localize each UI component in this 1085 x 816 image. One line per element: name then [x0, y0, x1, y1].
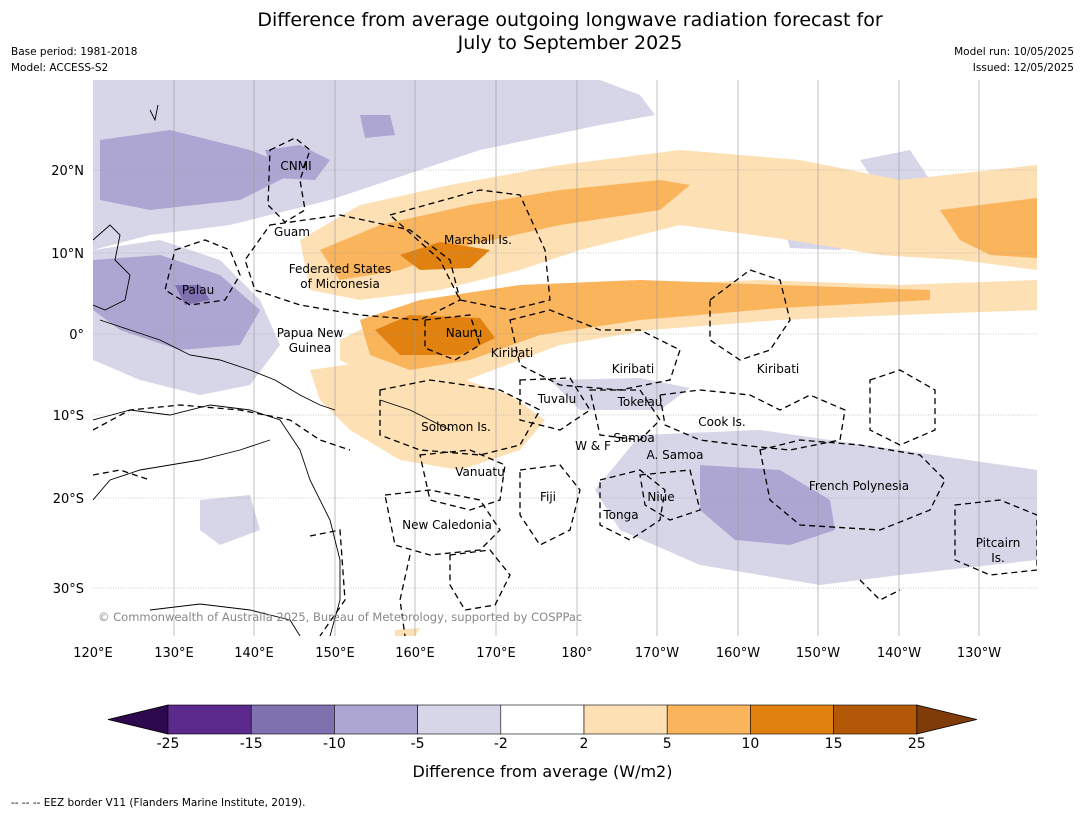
label-png-2: Guinea: [289, 341, 332, 355]
chart-title-line1: Difference from average outgoing longwav…: [257, 9, 883, 31]
negative-anomaly-areas: [93, 80, 1037, 585]
lon-label: 150°W: [796, 646, 840, 661]
lat-label: 0°: [69, 328, 84, 343]
colorbar-segment: [666, 704, 751, 735]
lat-label: 10°N: [51, 247, 84, 262]
label-wf: W & F: [575, 439, 611, 453]
label-cnmi: CNMI: [280, 159, 311, 173]
label-marshall: Marshall Is.: [444, 233, 512, 247]
chart-title-line2: July to September 2025: [457, 32, 683, 54]
label-kiribati-2: Kiribati: [612, 362, 654, 376]
lon-label: 160°W: [716, 646, 760, 661]
colorbar-tick-label: 15: [824, 736, 843, 752]
lon-label: 140°W: [877, 646, 921, 661]
colorbar-segment: [167, 704, 252, 735]
model-run: Model run: 10/05/2025: [954, 46, 1074, 58]
colorbar-extend-low: [107, 704, 169, 735]
lon-label: 120°E: [73, 646, 113, 661]
colorbar-tick-label: 2: [579, 736, 589, 752]
lat-label: 20°N: [51, 164, 84, 179]
label-palau: Palau: [182, 283, 214, 297]
label-fsm-2: of Micronesia: [300, 277, 380, 291]
colorbar-tick-label: 10: [741, 736, 760, 752]
meta-left: Base period: 1981-2018 Model: ACCESS-S2: [11, 44, 137, 76]
label-fiji: Fiji: [540, 490, 556, 504]
label-samoa: Samoa: [613, 431, 654, 445]
lon-label: 130°W: [957, 646, 1001, 661]
map-frame: CNMI Guam Marshall Is. Federated States …: [93, 80, 1037, 636]
label-nauru: Nauru: [446, 326, 482, 340]
label-niue: Niue: [647, 490, 674, 504]
label-kiribati-1: Kiribati: [491, 346, 533, 360]
lat-label: 30°S: [53, 582, 84, 597]
eez-borders: [93, 137, 1037, 636]
latitude-labels: 20°N 10°N 0° 10°S 20°S 30°S: [51, 164, 84, 597]
colorbar-segment: [583, 704, 668, 735]
lon-label: 160°E: [395, 646, 435, 661]
label-cook: Cook Is.: [698, 415, 745, 429]
colorbar-tick-label: 5: [662, 736, 672, 752]
lat-label: 10°S: [53, 409, 84, 424]
label-fsm-1: Federated States: [289, 262, 391, 276]
label-guam: Guam: [274, 225, 310, 239]
label-solomon: Solomon Is.: [421, 420, 491, 434]
colorbar-segment: [250, 704, 335, 735]
label-tuvalu: Tuvalu: [537, 392, 577, 406]
label-tokelau: Tokelau: [617, 395, 663, 409]
base-period: Base period: 1981-2018: [11, 46, 138, 58]
colorbar-tick-label: 25: [907, 736, 926, 752]
label-vanuatu: Vanuatu: [455, 465, 505, 479]
label-asamoa: A. Samoa: [647, 448, 704, 462]
issued-date: Issued: 12/05/2025: [972, 62, 1074, 74]
label-pitcairn-2: Is.: [991, 551, 1005, 565]
graticule: [93, 80, 1037, 636]
colorbar: [107, 704, 977, 735]
model-name: Model: ACCESS-S2: [11, 62, 109, 74]
lon-label: 140°E: [234, 646, 274, 661]
lon-label: 130°E: [154, 646, 194, 661]
colorbar-tick-label: -2: [493, 736, 508, 752]
label-kiribati-3: Kiribati: [757, 362, 799, 376]
eez-legend: -- -- -- EEZ border V11 (Flanders Marine…: [11, 797, 306, 809]
colorbar-title: Difference from average (W/m2): [412, 762, 673, 781]
colorbar-tick-label: -25: [156, 736, 180, 752]
label-fp: French Polynesia: [809, 479, 909, 493]
lon-label: 150°E: [315, 646, 355, 661]
colorbar-tick-label: -10: [322, 736, 346, 752]
lon-label: 170°E: [476, 646, 516, 661]
label-png-1: Papua New: [277, 326, 344, 340]
colorbar-extend-high: [916, 704, 977, 735]
colorbar-segment: [334, 704, 418, 735]
label-pitcairn-1: Pitcairn: [976, 536, 1021, 550]
lat-label: 20°S: [53, 492, 84, 507]
lon-label: 170°W: [635, 646, 679, 661]
place-labels: CNMI Guam Marshall Is. Federated States …: [182, 159, 1020, 565]
label-tonga: Tonga: [602, 508, 638, 522]
coastlines: [93, 104, 451, 636]
colorbar-tick-label: -15: [239, 736, 263, 752]
copyright-notice: © Commonwealth of Australia 2025, Bureau…: [98, 610, 582, 624]
lon-label: 180°: [561, 646, 592, 661]
colorbar-segment: [500, 704, 585, 735]
colorbar-tick-label: -5: [410, 736, 425, 752]
colorbar-segment: [833, 704, 918, 735]
colorbar-segment: [417, 704, 502, 735]
colorbar-segment: [750, 704, 834, 735]
meta-right: Model run: 10/05/2025 Issued: 12/05/2025: [954, 44, 1074, 76]
label-nc: New Caledonia: [402, 518, 492, 532]
longitude-labels: 120°E 130°E 140°E 150°E 160°E 170°E 180° 170°W 1…: [73, 646, 1001, 661]
